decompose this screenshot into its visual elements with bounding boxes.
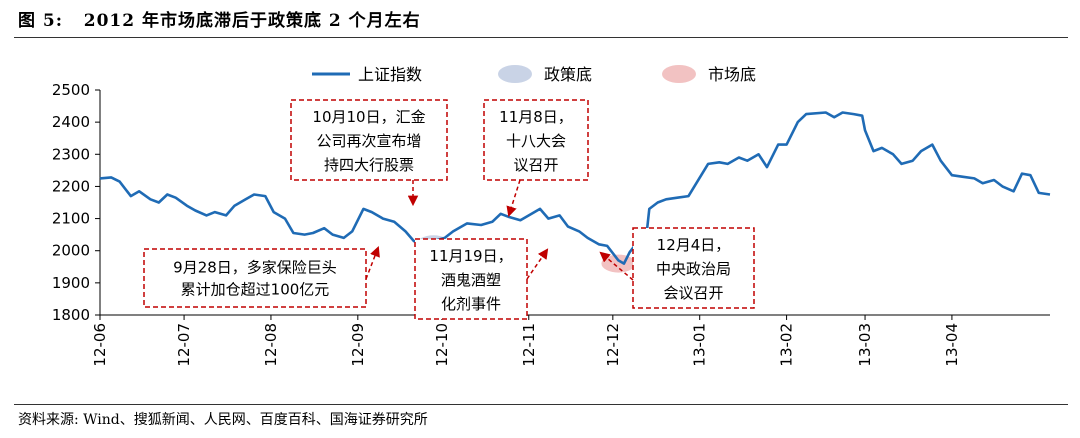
axes: 1800 1900 2000 2100 2200 2300 2400 2500 12-06 12-…: [52, 81, 1050, 367]
annotation-arrow: [506, 179, 521, 218]
annotation-text: 酒鬼酒塑: [441, 271, 501, 289]
annotation-arrow: [526, 248, 549, 280]
x-tick-label: 12-11: [520, 323, 538, 367]
annotation-text: 公司再次宣布增: [316, 132, 421, 150]
bottom-rule: [14, 404, 1068, 405]
y-tick-label: 2300: [52, 145, 90, 163]
y-tick-label: 2200: [52, 177, 90, 195]
y-tick-label: 1800: [52, 306, 90, 324]
annotation-text: 累计加仓超过100亿元: [181, 281, 330, 299]
legend-market-swatch: [662, 65, 696, 83]
legend-label: 政策底: [544, 65, 592, 84]
annotation-box: [143, 248, 367, 308]
annotation-text: 9月28日，多家保险巨头: [173, 259, 337, 277]
y-tick-label: 2500: [52, 81, 90, 99]
y-tick-label: 2400: [52, 113, 90, 131]
x-tick-label: 12-07: [175, 323, 193, 367]
annotation-text: 12月4日，: [657, 236, 731, 254]
annotation-text: 11月19日，: [429, 247, 512, 265]
annotation-text: 11月8日，: [499, 108, 573, 126]
y-tick-label: 1900: [52, 274, 90, 292]
series-line-shanghai-index: [99, 111, 1051, 265]
legend-policy-swatch: [498, 65, 532, 83]
market-bottom-marker: [601, 254, 636, 273]
x-tick-label: 13-03: [856, 323, 874, 367]
annotation-text: 会议召开: [663, 284, 723, 302]
source-note: 资料来源: Wind、搜狐新闻、人民网、百度百科、国海证券研究所: [18, 412, 428, 428]
annotation-text: 化剂事件: [441, 295, 501, 313]
x-tick-label: 13-02: [778, 323, 796, 367]
x-tick-label: 12-09: [349, 323, 367, 367]
top-rule: [14, 37, 1068, 38]
y-tick-label: 2000: [52, 242, 90, 260]
x-tick-label: 12-06: [91, 323, 109, 367]
annotation-text: 议召开: [513, 156, 558, 174]
legend-label: 市场底: [708, 65, 756, 84]
annotation-box: [414, 238, 528, 320]
annotation-text: 10月10日，汇金: [312, 108, 425, 126]
x-tick-label: 12-12: [604, 323, 622, 367]
x-tick-label: 13-04: [943, 323, 961, 367]
x-tick-label: 12-10: [433, 323, 451, 367]
annotation-text: 持四大行股票: [324, 156, 414, 174]
x-tick-label: 12-08: [262, 323, 280, 367]
annotation-box: [632, 227, 755, 309]
legend-label: 上证指数: [358, 65, 422, 84]
y-tick-label: 2100: [52, 210, 90, 228]
legend: 上证指数 政策底 市场底: [312, 65, 756, 84]
figure-title: 图 5: 2012 年市场底滞后于政策底 2 个月左右: [18, 11, 421, 31]
annotation-text: 十八大会: [506, 132, 566, 150]
annotation-box: [290, 99, 448, 181]
annotation-text: 中央政治局: [656, 260, 731, 278]
annotation-box: [483, 99, 589, 181]
annotation-arrow: [365, 246, 380, 280]
x-tick-label: 13-01: [691, 323, 709, 367]
